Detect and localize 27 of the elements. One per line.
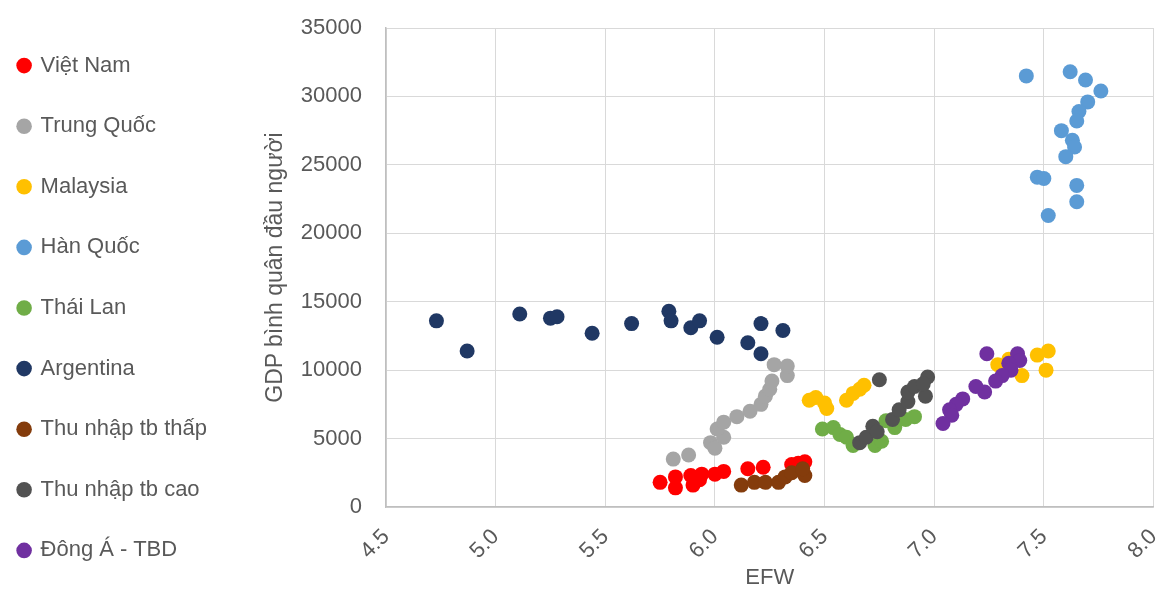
x-tick-label: 5.0 xyxy=(464,523,504,563)
y-tick-label: 15000 xyxy=(300,287,362,313)
y-tick-label: 0 xyxy=(349,493,362,519)
y-axis-title: GDP bình quân đầu người xyxy=(261,132,288,403)
x-tick-label: 7.5 xyxy=(1012,523,1052,563)
x-axis-title: EFW xyxy=(745,563,795,589)
x-tick-label: 7.0 xyxy=(902,523,943,563)
x-tick-label: 4.5 xyxy=(354,523,394,563)
legend-label: Việt Nam xyxy=(40,51,131,77)
x-tick-label: 6.0 xyxy=(683,523,723,563)
x-tick-label: 5.5 xyxy=(573,523,614,563)
legend-label: Đông Á - TBD xyxy=(40,536,178,562)
x-tick-label: 8.0 xyxy=(1122,523,1161,563)
x-tick-label: 6.5 xyxy=(793,523,833,563)
legend-label: Malaysia xyxy=(40,172,129,198)
legend-label: Thái Lan xyxy=(40,294,127,320)
legend-label: Thu nhập tb thấp xyxy=(40,415,207,441)
legend-label: Trung Quốc xyxy=(40,112,156,138)
legend-label: Argentina xyxy=(40,354,136,380)
y-tick-label: 30000 xyxy=(300,82,362,108)
legend-label: Thu nhập tb cao xyxy=(40,475,200,501)
y-tick-label: 25000 xyxy=(300,150,362,176)
y-tick-label: 10000 xyxy=(300,356,362,382)
y-tick-label: 35000 xyxy=(300,14,362,40)
y-tick-label: 20000 xyxy=(300,219,362,245)
legend-label: Hàn Quốc xyxy=(40,233,140,259)
y-tick-label: 5000 xyxy=(313,424,362,450)
